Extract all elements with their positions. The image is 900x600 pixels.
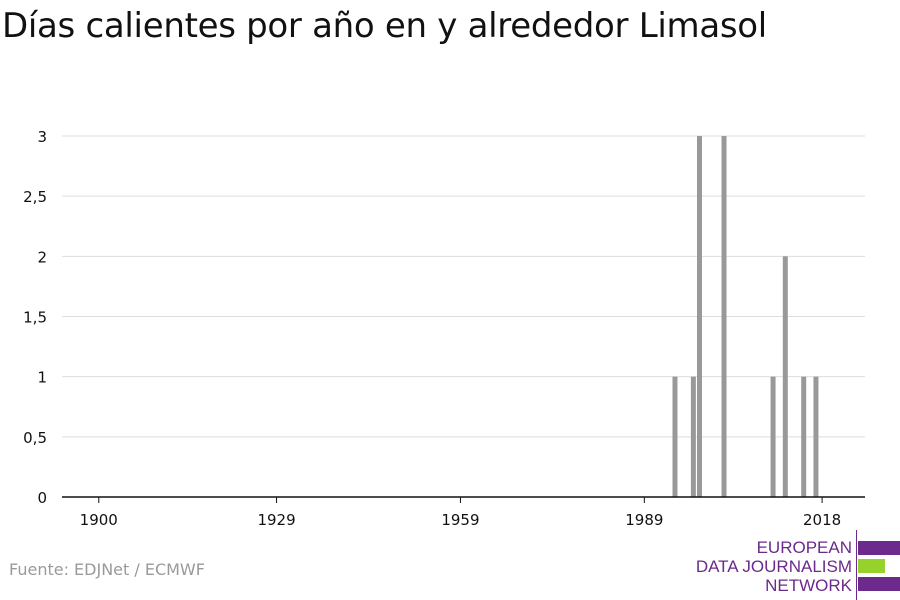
x-tick-label: 1929 [257,511,295,529]
source-note: Fuente: EDJNet / ECMWF [9,560,205,579]
bar-2010 [770,376,776,497]
hot-days-bar-chart: 0 0,5 1 1,5 2 2,5 3 1900 1929 1959 1989 2018 [23,128,865,529]
x-tick-label: 1989 [625,511,663,529]
x-tick-label: 1959 [441,511,479,529]
chart-title: Días calientes por año en y alrededor Li… [2,6,767,46]
logo-divider [856,530,857,600]
logo-bar-purple-top [858,541,900,555]
tick-labels: 0 0,5 1 1,5 2 2,5 3 1900 1929 1959 1989 2018 [23,128,841,529]
logo-text-european: EUROPEAN [756,538,852,557]
bar-1998 [696,136,702,497]
bar-1994 [672,376,678,497]
y-tick-label: 2,5 [23,188,47,206]
bar-2012 [782,256,788,497]
y-tick-label: 0,5 [23,429,47,447]
logo-bar-purple-bottom [858,577,900,591]
bars [672,136,819,497]
bar-1997 [690,376,696,497]
logo-text-network: NETWORK [765,576,852,595]
y-tick-label: 1,5 [23,309,47,327]
grid-lines [62,135,865,438]
y-tick-label: 2 [37,248,47,266]
x-tick-label: 2018 [803,511,841,529]
bar-2002 [721,136,727,497]
y-tick-label: 3 [37,128,47,146]
y-tick-label: 0 [37,489,47,507]
bar-2015 [801,376,807,497]
edjnet-logo: EUROPEAN DATA JOURNALISM NETWORK [690,530,900,600]
y-tick-label: 1 [37,369,47,387]
logo-bar-green [858,559,885,573]
bar-2017 [813,376,819,497]
logo-text-data-journalism: DATA JOURNALISM [695,557,852,576]
axes [62,496,865,503]
x-tick-label: 1900 [80,511,118,529]
